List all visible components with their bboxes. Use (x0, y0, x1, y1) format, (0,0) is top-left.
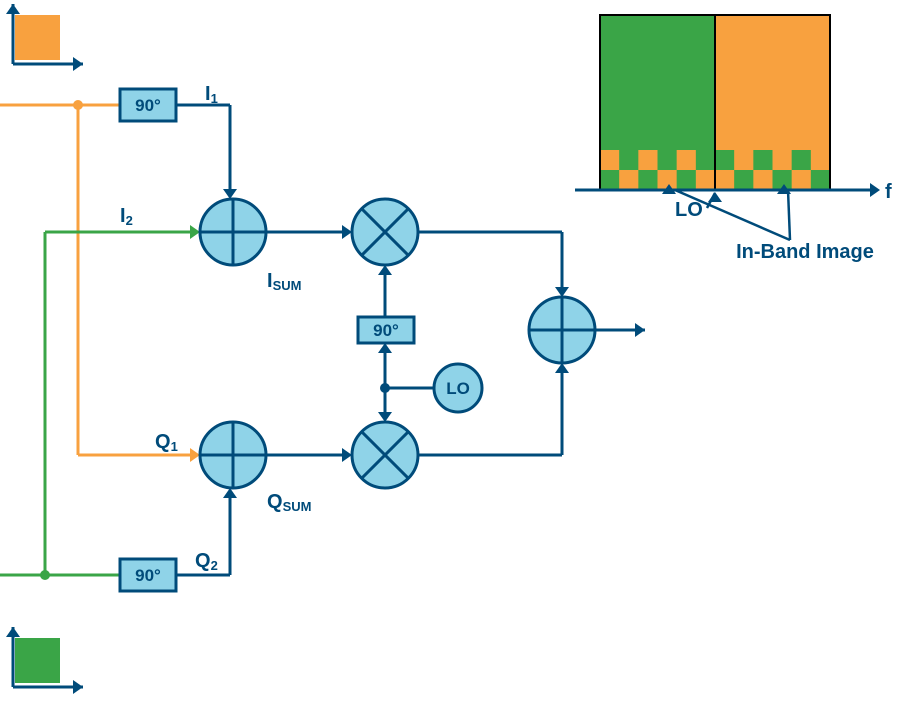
svg-text:90°: 90° (135, 96, 161, 115)
svg-text:QSUM: QSUM (267, 491, 311, 514)
svg-text:Q2: Q2 (195, 550, 218, 573)
signal-diagram: 90° 90° LO 90° I1 I2 Q1 Q2 ISUM QSUM f LO In-Band Im… (0, 0, 910, 728)
svg-text:LO: LO (446, 379, 470, 398)
svg-text:ISUM: ISUM (267, 270, 301, 293)
svg-text:In-Band Image: In-Band Image (736, 241, 874, 263)
svg-text:I1: I1 (205, 83, 218, 106)
svg-text:Q1: Q1 (155, 431, 178, 454)
svg-text:LO: LO (675, 199, 703, 221)
svg-text:90°: 90° (373, 321, 399, 340)
svg-text:f: f (885, 181, 892, 203)
svg-text:I2: I2 (120, 205, 133, 228)
svg-text:90°: 90° (135, 566, 161, 585)
